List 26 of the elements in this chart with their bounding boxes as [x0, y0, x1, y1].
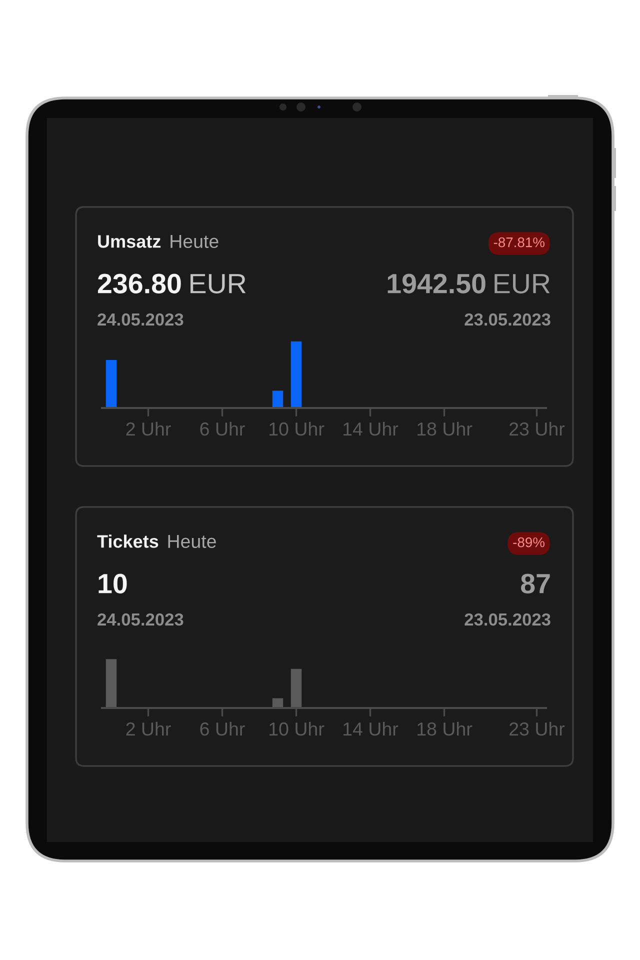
- chart-subtitle: Heute: [170, 234, 218, 248]
- x-tick-label: 18 Uhr: [418, 422, 472, 436]
- chart-title: Tickets: [97, 534, 158, 548]
- text: 1942.50 EUR: [388, 274, 550, 294]
- x-tick-label: 6 Uhr: [200, 722, 245, 736]
- text: 23.05.2023: [464, 613, 550, 626]
- text: -89%: [513, 537, 545, 548]
- x-tick-label: 2 Uhr: [126, 722, 171, 736]
- text: 236.80 EUR: [98, 274, 246, 294]
- text: 24.05.2023: [98, 613, 184, 626]
- x-tick-label: 14 Uhr: [344, 722, 398, 736]
- x-tick-label: 18 Uhr: [418, 722, 472, 736]
- text: 23.05.2023: [464, 313, 550, 326]
- x-tick-label: 6 Uhr: [200, 422, 245, 436]
- text: 10: [98, 574, 127, 594]
- text: 24.05.2023: [98, 313, 184, 326]
- chart-subtitle: Heute: [168, 534, 216, 548]
- text: -87.81%: [494, 237, 545, 248]
- text: 87: [520, 574, 550, 594]
- x-tick-label: 10 Uhr: [270, 422, 324, 436]
- x-tick-label: 2 Uhr: [126, 422, 171, 436]
- x-tick-label: 10 Uhr: [270, 722, 324, 736]
- x-tick-label: 23 Uhr: [510, 422, 565, 436]
- x-tick-label: 23 Uhr: [510, 722, 565, 736]
- x-tick-label: 14 Uhr: [344, 422, 398, 436]
- chart-title: Umsatz: [98, 235, 161, 248]
